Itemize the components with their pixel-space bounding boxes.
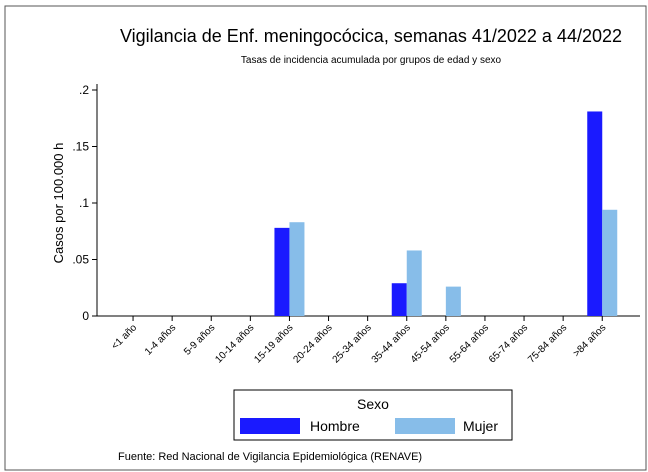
bar [587,111,603,316]
bar [602,209,618,316]
y-tick-label: .15 [72,140,89,154]
legend-swatch [395,418,455,434]
y-axis-label: Casos por 100.000 h [51,143,66,264]
chart-subtitle: Tasas de incidencia acumulada por grupos… [241,55,502,66]
legend-label: Mujer [463,418,498,434]
y-tick-label: 0 [82,309,89,323]
y-tick-label: .2 [79,83,89,97]
bar [406,250,422,316]
bar [289,222,305,316]
chart-title: Vigilancia de Enf. meningocócica, semana… [120,26,622,46]
bar [391,283,407,316]
legend-title: Sexo [357,396,389,412]
legend-label: Hombre [310,418,360,434]
source-note: Fuente: Red Nacional de Vigilancia Epide… [118,451,422,463]
y-tick-label: .1 [79,196,89,210]
y-tick-label: .05 [72,253,89,267]
bar [445,286,461,316]
legend-swatch [240,418,300,434]
bar [274,227,290,316]
